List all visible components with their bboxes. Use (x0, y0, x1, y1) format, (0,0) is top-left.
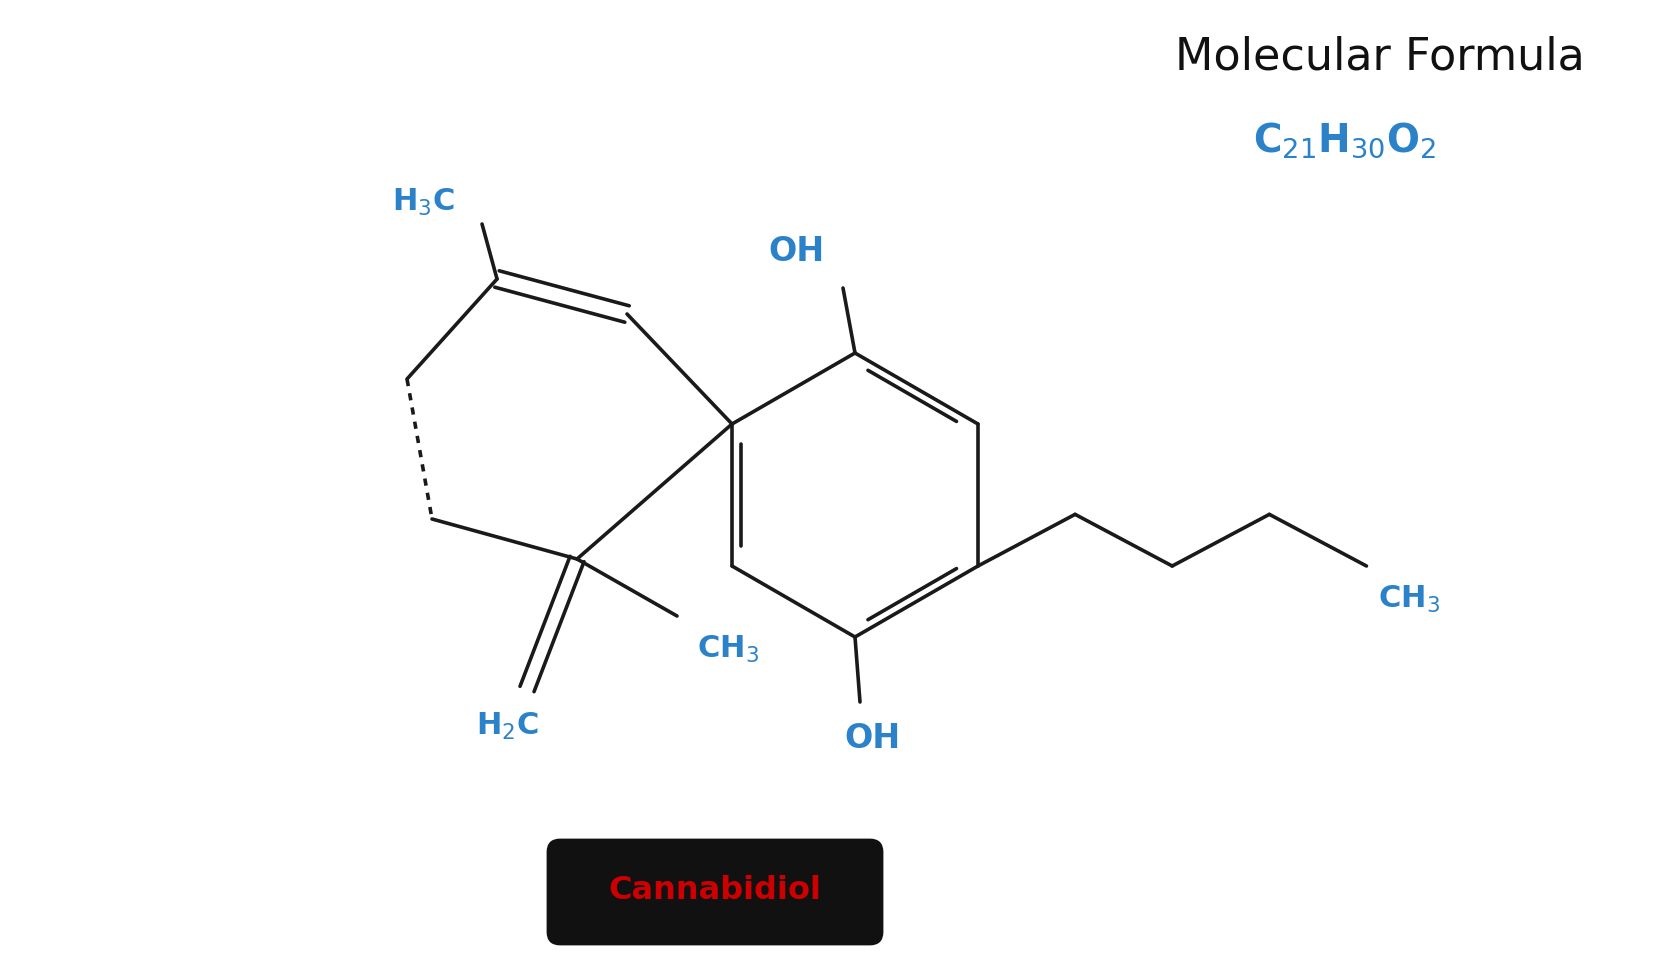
Text: Molecular Formula: Molecular Formula (1174, 35, 1584, 78)
Text: Cannabidiol: Cannabidiol (608, 874, 822, 906)
Text: OH: OH (769, 235, 825, 268)
Text: C$_{21}$H$_{30}$O$_2$: C$_{21}$H$_{30}$O$_2$ (1253, 120, 1436, 160)
Text: H$_2$C: H$_2$C (475, 711, 538, 742)
Text: CH$_3$: CH$_3$ (1379, 584, 1440, 615)
Text: OH: OH (845, 722, 900, 755)
FancyBboxPatch shape (548, 840, 882, 944)
Text: CH$_3$: CH$_3$ (697, 634, 759, 665)
Text: H$_3$C: H$_3$C (391, 186, 455, 218)
